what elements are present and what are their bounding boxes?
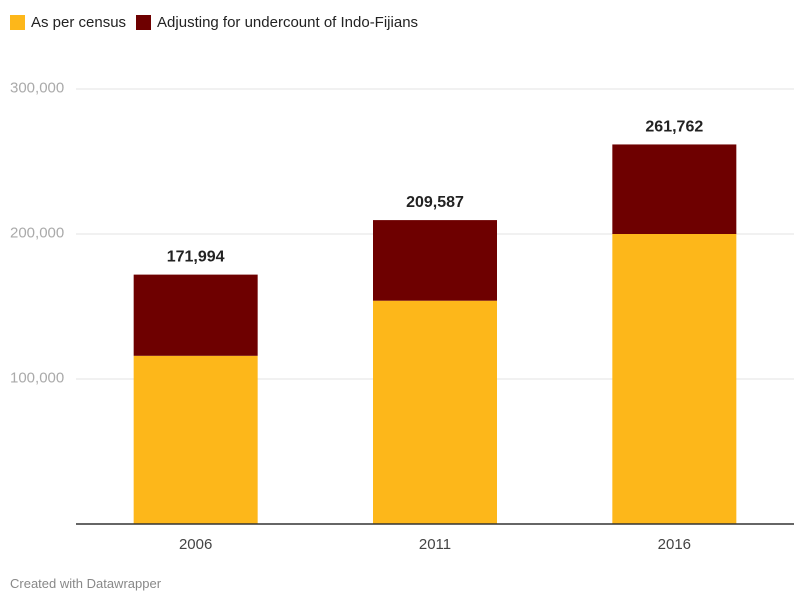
y-tick-label: 100,000 — [10, 369, 64, 386]
legend-swatch-adjusted — [136, 15, 152, 30]
bar-census — [612, 234, 737, 524]
legend-item-census: As per census — [10, 14, 126, 31]
bar-adjustment — [612, 144, 737, 234]
y-tick-label: 200,000 — [10, 224, 64, 241]
legend-label-census: As per census — [31, 14, 127, 31]
credit-text: Created with Datawrapper — [10, 576, 162, 591]
bar-total-label: 261,762 — [645, 118, 703, 135]
legend-swatch-census — [10, 15, 25, 30]
x-tick-label: 2016 — [658, 536, 691, 553]
bar-adjustment — [133, 274, 258, 356]
bar-census — [133, 355, 258, 524]
bar-total-label: 171,994 — [167, 249, 225, 266]
x-tick-label: 2006 — [179, 536, 212, 553]
legend: As per census Adjusting for undercount o… — [10, 14, 418, 31]
bar-total-label: 209,587 — [406, 194, 464, 211]
y-tick-label: 300,000 — [10, 79, 64, 96]
legend-item-adjusted: Adjusting for undercount of Indo-Fijians — [136, 14, 418, 31]
bar-adjustment — [373, 220, 497, 301]
x-tick-label: 2011 — [419, 536, 451, 553]
legend-label-adjusted: Adjusting for undercount of Indo-Fijians — [157, 14, 419, 31]
bar-census — [373, 300, 497, 524]
